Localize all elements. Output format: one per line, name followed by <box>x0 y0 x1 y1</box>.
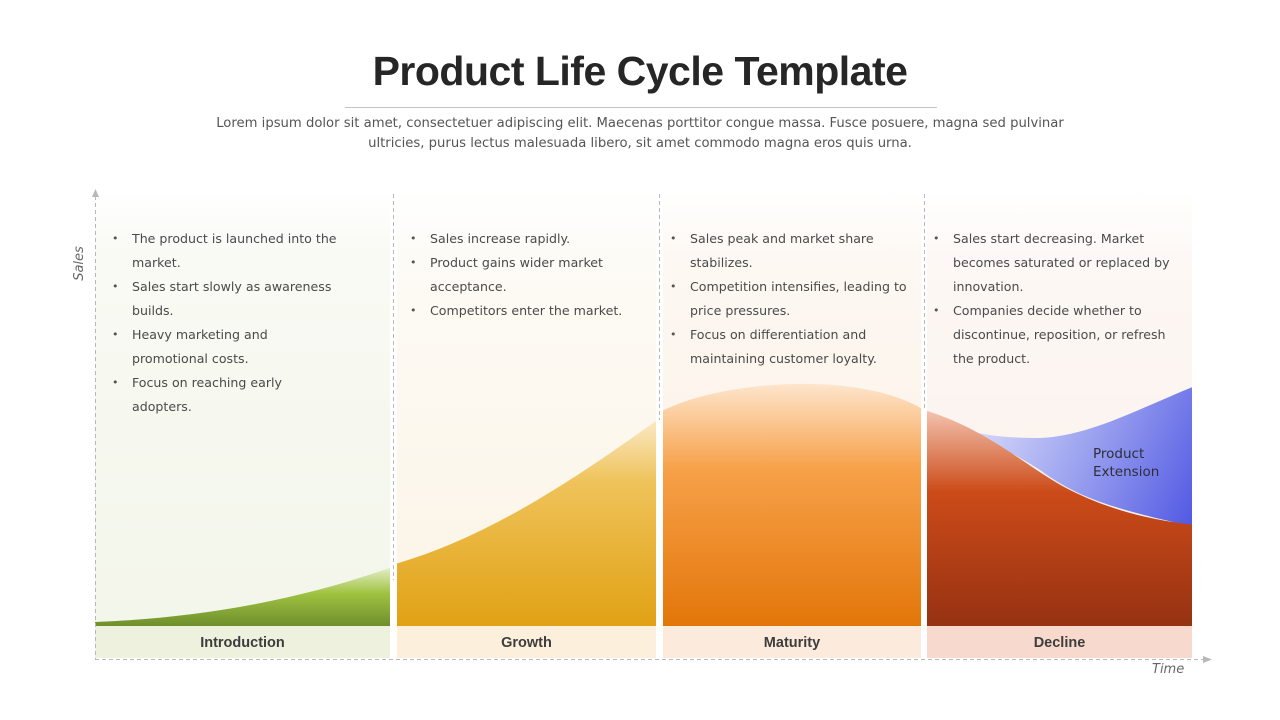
bullet-item: Competitors enter the market. <box>410 299 650 323</box>
bullet-item: Sales increase rapidly. <box>410 227 650 251</box>
bullet-item: Heavy marketing and promotional costs. <box>112 323 342 371</box>
subtitle-line-1: Lorem ipsum dolor sit amet, consectetuer… <box>216 116 1064 131</box>
maturity-description: Sales peak and market share stabilizes. … <box>670 227 915 371</box>
maturity-curve <box>663 383 921 626</box>
stage-label-maturity: Maturity <box>763 635 821 651</box>
page-title: Product Life Cycle Template <box>372 48 908 94</box>
growth-curve <box>397 420 656 626</box>
label-band-decline <box>927 626 1192 658</box>
x-axis-arrow-icon <box>1203 656 1212 663</box>
y-axis-label: Sales <box>71 246 87 281</box>
bullet-item: Focus on differentiation and maintaining… <box>670 323 915 371</box>
introduction-description: The product is launched into the market.… <box>112 227 342 419</box>
bullet-item: The product is launched into the market. <box>112 227 342 275</box>
title-divider <box>345 107 937 108</box>
introduction-curve <box>95 567 390 626</box>
bullet-item: Focus on reaching early adopters. <box>112 371 342 419</box>
bullet-item: Sales start slowly as awareness builds. <box>112 275 342 323</box>
bullet-item: Competition intensifies, leading to pric… <box>670 275 915 323</box>
product-extension-curve <box>927 387 1192 527</box>
bullet-item: Sales peak and market share stabilizes. <box>670 227 915 275</box>
stage-label-introduction: Introduction <box>200 635 285 651</box>
subtitle: Lorem ipsum dolor sit amet, consectetuer… <box>200 114 1080 154</box>
subtitle-line-2: ultricies, purus lectus malesuada libero… <box>368 136 912 151</box>
stage-label-growth: Growth <box>501 635 552 651</box>
bullet-item: Product gains wider market acceptance. <box>410 251 650 299</box>
bullet-item: Companies decide whether to discontinue,… <box>933 299 1173 371</box>
stage-label-decline: Decline <box>1033 635 1086 651</box>
decline-curve <box>927 410 1192 626</box>
label-band-introduction <box>95 626 390 658</box>
label-band-maturity <box>663 626 921 658</box>
growth-description: Sales increase rapidly. Product gains wi… <box>410 227 650 323</box>
bullet-item: Sales start decreasing. Market becomes s… <box>933 227 1173 299</box>
label-band-growth <box>397 626 656 658</box>
x-axis-label: Time <box>1152 662 1185 677</box>
y-axis-arrow-icon <box>92 189 99 197</box>
product-extension-label: Product Extension <box>1093 446 1160 480</box>
decline-description: Sales start decreasing. Market becomes s… <box>933 227 1173 371</box>
